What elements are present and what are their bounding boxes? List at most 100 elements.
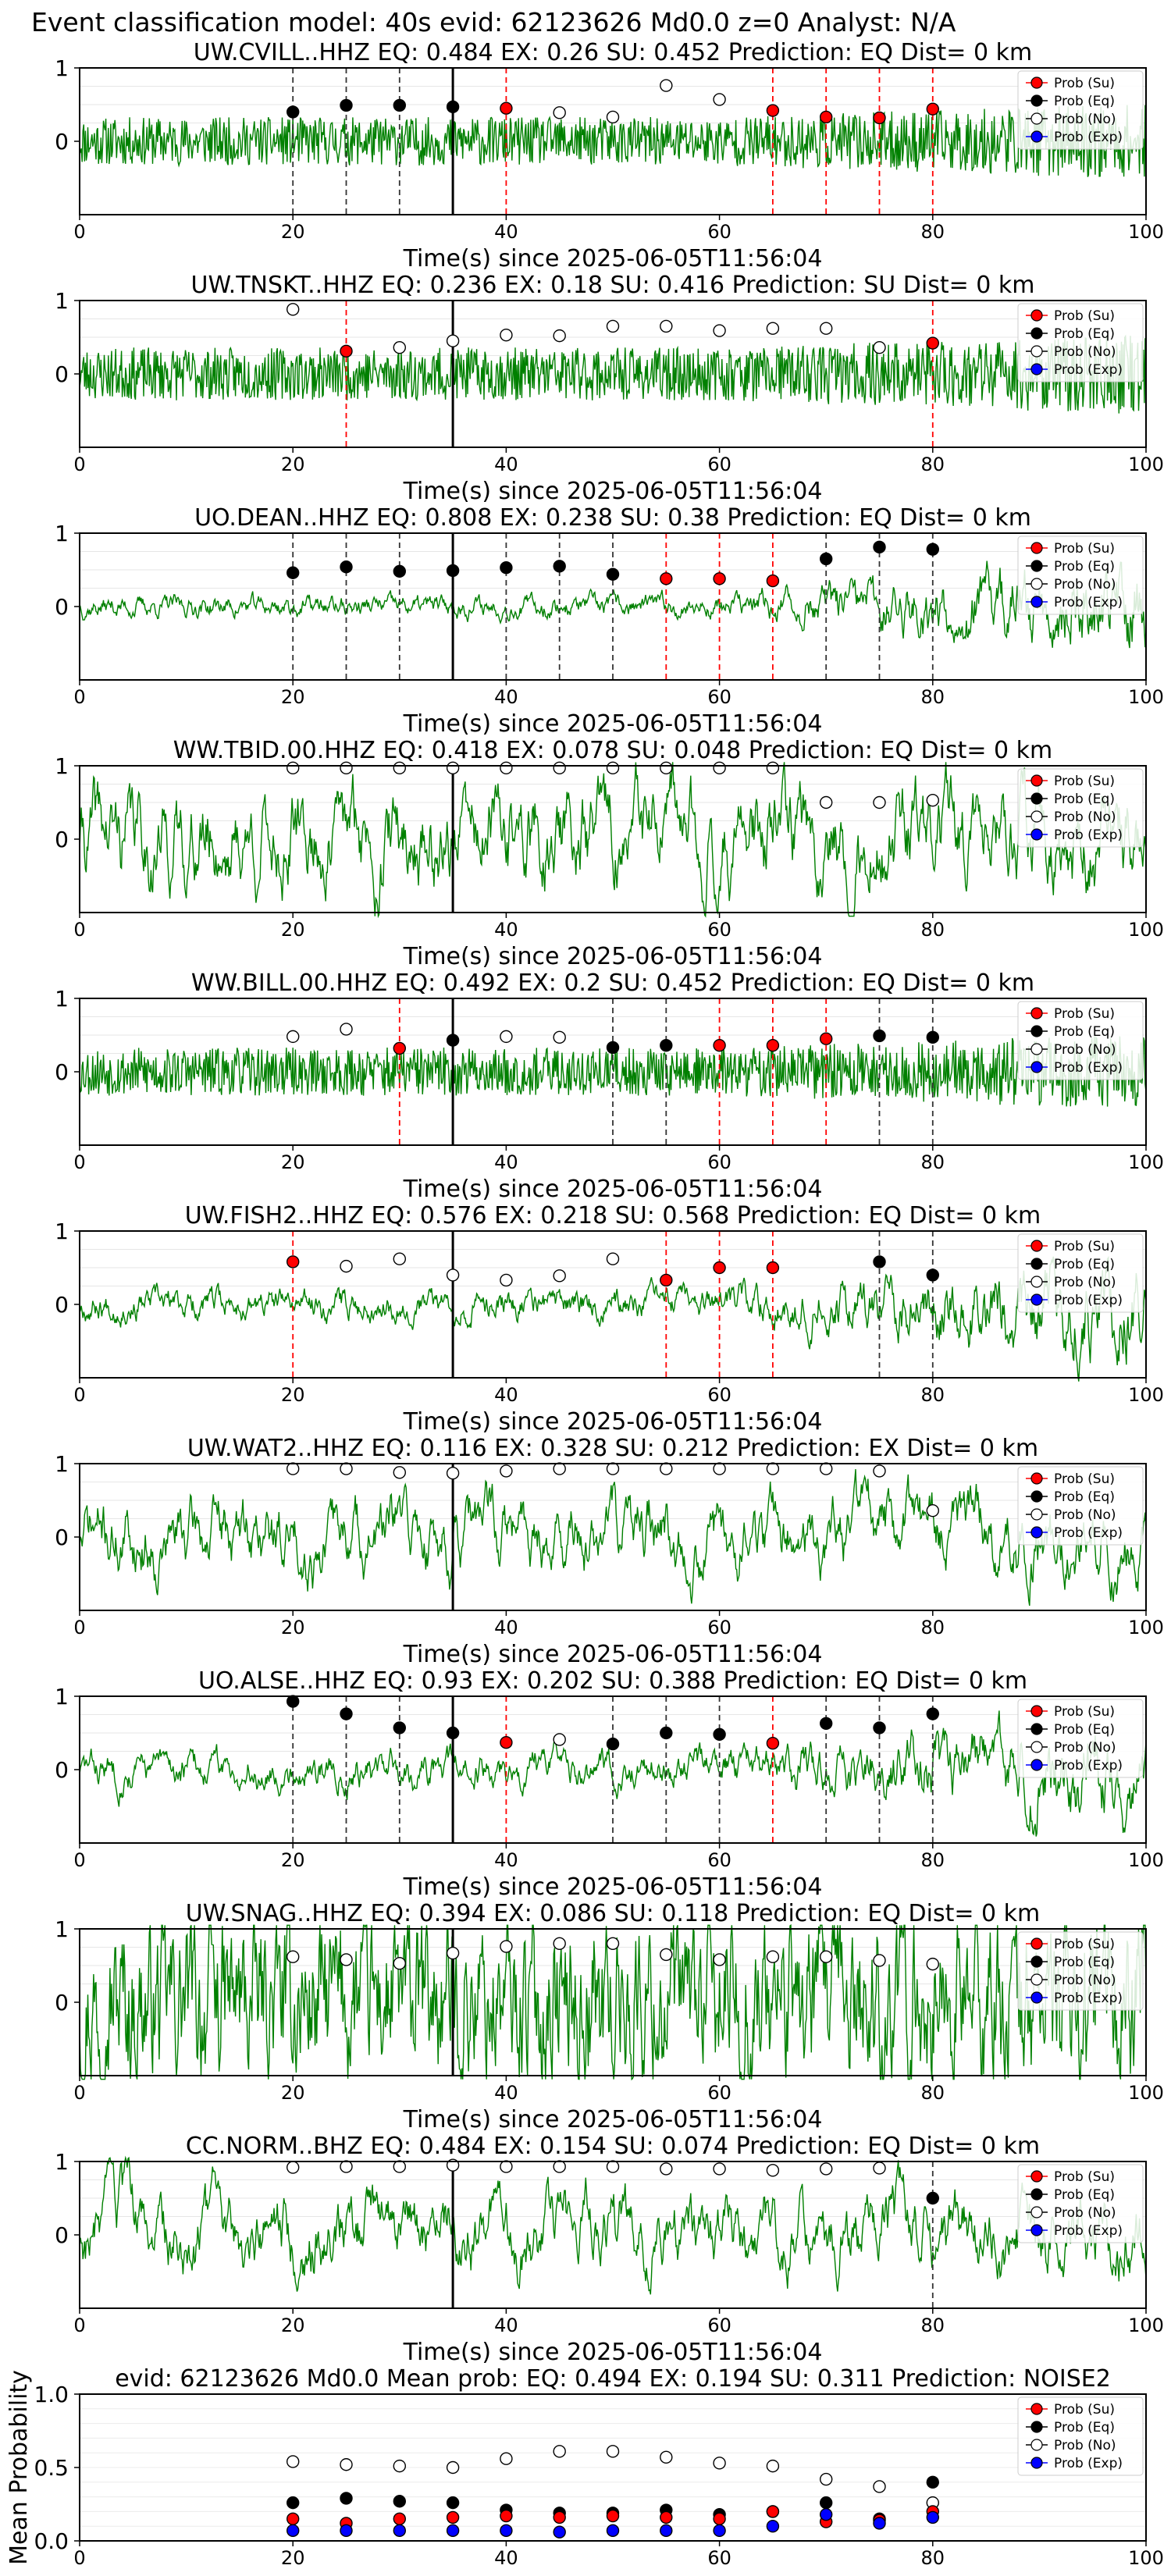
x-axis-label: Time(s) since 2025-06-05T11:56:04 bbox=[403, 1176, 823, 1203]
prob-marker bbox=[713, 324, 726, 337]
mean-prob-marker bbox=[660, 2524, 673, 2538]
prob-marker bbox=[553, 1937, 566, 1951]
panel-title: WW.TBID.00.HHZ EQ: 0.418 EX: 0.078 SU: 0… bbox=[173, 737, 1053, 764]
x-tick-label: 60 bbox=[707, 1151, 731, 1173]
legend-label: Prob (No) bbox=[1054, 1042, 1116, 1058]
plot-frame bbox=[79, 67, 1147, 215]
legend-label: Prob (No) bbox=[1054, 1973, 1116, 1988]
x-axis-label: Time(s) since 2025-06-05T11:56:04 bbox=[403, 2106, 823, 2133]
legend-label: Prob (Eq) bbox=[1054, 2420, 1115, 2435]
mean-prob-marker bbox=[500, 2524, 513, 2538]
x-tick-label: 0 bbox=[73, 2082, 85, 2104]
y-tick-label: 0 bbox=[55, 1757, 69, 1783]
panel-4: WW.TBID.00.HHZ EQ: 0.418 EX: 0.078 SU: 0… bbox=[55, 737, 1164, 970]
x-tick-label: 80 bbox=[921, 1849, 945, 1871]
legend-box bbox=[1017, 1001, 1144, 1080]
x-tick-label: 60 bbox=[707, 2314, 731, 2336]
panels: UW.CVILL..HHZ EQ: 0.484 EX: 0.26 SU: 0.4… bbox=[5, 39, 1164, 2569]
legend-label: Prob (Su) bbox=[1054, 1006, 1115, 1022]
mean-prob-marker bbox=[287, 2524, 300, 2538]
panel-10: CC.NORM..BHZ EQ: 0.484 EX: 0.154 SU: 0.0… bbox=[55, 2133, 1164, 2366]
prob-marker bbox=[500, 1273, 513, 1287]
x-tick-label: 40 bbox=[494, 2082, 518, 2104]
prob-marker bbox=[606, 1737, 620, 1751]
prob-marker bbox=[606, 1252, 620, 1265]
legend-label: Prob (Eq) bbox=[1054, 1024, 1115, 1040]
prob-marker bbox=[819, 795, 833, 809]
prob-marker bbox=[287, 105, 300, 119]
mean-prob-marker bbox=[766, 2459, 780, 2473]
panel-7: UW.WAT2..HHZ EQ: 0.116 EX: 0.328 SU: 0.2… bbox=[55, 1435, 1164, 1668]
waveform-trace bbox=[79, 105, 1147, 177]
y-axis-label: Mean Probability bbox=[5, 2370, 33, 2565]
prob-marker bbox=[873, 795, 886, 809]
panel-9: UW.SNAG..HHZ EQ: 0.394 EX: 0.086 SU: 0.1… bbox=[55, 1900, 1164, 2133]
prob-marker bbox=[926, 543, 940, 556]
prob-marker bbox=[926, 336, 940, 350]
legend-box bbox=[1017, 70, 1144, 150]
prob-marker bbox=[819, 1032, 833, 1045]
waveform-trace bbox=[79, 334, 1147, 414]
legend-marker bbox=[1030, 345, 1043, 358]
x-tick-label: 40 bbox=[494, 2547, 518, 2569]
prob-marker bbox=[873, 1464, 886, 1478]
y-tick-label: 0 bbox=[55, 827, 69, 852]
legend-label: Prob (No) bbox=[1054, 1275, 1116, 1290]
x-tick-label: 60 bbox=[707, 454, 731, 475]
figure-suptitle: Event classification model: 40s evid: 62… bbox=[31, 7, 956, 37]
prob-marker bbox=[660, 1273, 673, 1287]
prob-marker bbox=[553, 761, 566, 775]
prob-marker bbox=[393, 564, 406, 578]
prob-marker bbox=[446, 1034, 460, 1047]
x-tick-label: 40 bbox=[494, 1151, 518, 1173]
panel-title: UW.SNAG..HHZ EQ: 0.394 EX: 0.086 SU: 0.1… bbox=[186, 1900, 1041, 1927]
prob-marker bbox=[553, 329, 566, 343]
y-tick-label: 0 bbox=[55, 1525, 69, 1550]
x-tick-label: 20 bbox=[281, 454, 305, 475]
prob-marker bbox=[660, 1462, 673, 1475]
legend-marker bbox=[1030, 94, 1043, 107]
prob-marker bbox=[713, 1038, 726, 1052]
plot-frame bbox=[79, 765, 1147, 913]
legend-label: Prob (Su) bbox=[1054, 2169, 1115, 2185]
mean-prob-marker bbox=[873, 2517, 886, 2530]
y-tick-label: 1 bbox=[55, 2149, 69, 2175]
prob-marker bbox=[500, 1464, 513, 1478]
prob-marker bbox=[553, 560, 566, 573]
legend-box bbox=[1017, 1233, 1144, 1313]
legend-box bbox=[1017, 303, 1144, 382]
legend-box bbox=[1017, 768, 1144, 848]
waveform-trace bbox=[79, 2155, 1147, 2295]
prob-marker bbox=[926, 1957, 940, 1971]
prob-marker bbox=[500, 1030, 513, 1044]
legend-marker bbox=[1030, 542, 1043, 554]
legend-label: Prob (Eq) bbox=[1054, 559, 1115, 575]
prob-marker bbox=[340, 1462, 353, 1475]
x-tick-label: 40 bbox=[494, 919, 518, 941]
legend-marker bbox=[1030, 309, 1043, 322]
legend-label: Prob (Eq) bbox=[1054, 792, 1115, 807]
prob-marker bbox=[873, 111, 886, 125]
mean-prob-marker bbox=[606, 2509, 620, 2523]
x-tick-label: 80 bbox=[921, 454, 945, 475]
mean-prob-marker bbox=[660, 2450, 673, 2464]
mean-prob-marker bbox=[340, 2458, 353, 2471]
panel-title: evid: 62123626 Md0.0 Mean prob: EQ: 0.49… bbox=[115, 2365, 1111, 2393]
legend-label: Prob (Eq) bbox=[1054, 94, 1115, 109]
prob-marker bbox=[340, 1259, 353, 1273]
y-tick-label: 0 bbox=[55, 129, 69, 155]
prob-marker bbox=[606, 319, 620, 333]
prob-marker bbox=[606, 110, 620, 124]
prob-marker bbox=[340, 1953, 353, 1966]
prob-marker bbox=[500, 1736, 513, 1749]
x-tick-label: 0 bbox=[73, 686, 85, 708]
y-tick-label: 1 bbox=[55, 1451, 69, 1477]
x-axis-label: Time(s) since 2025-06-05T11:56:04 bbox=[403, 943, 823, 970]
prob-marker bbox=[873, 2161, 886, 2175]
mean-prob-marker bbox=[446, 2510, 460, 2524]
mean-prob-marker bbox=[713, 2457, 726, 2470]
prob-marker bbox=[713, 1462, 726, 1475]
panel-title: UO.DEAN..HHZ EQ: 0.808 EX: 0.238 SU: 0.3… bbox=[194, 504, 1031, 532]
y-tick-label: 1 bbox=[55, 753, 69, 779]
